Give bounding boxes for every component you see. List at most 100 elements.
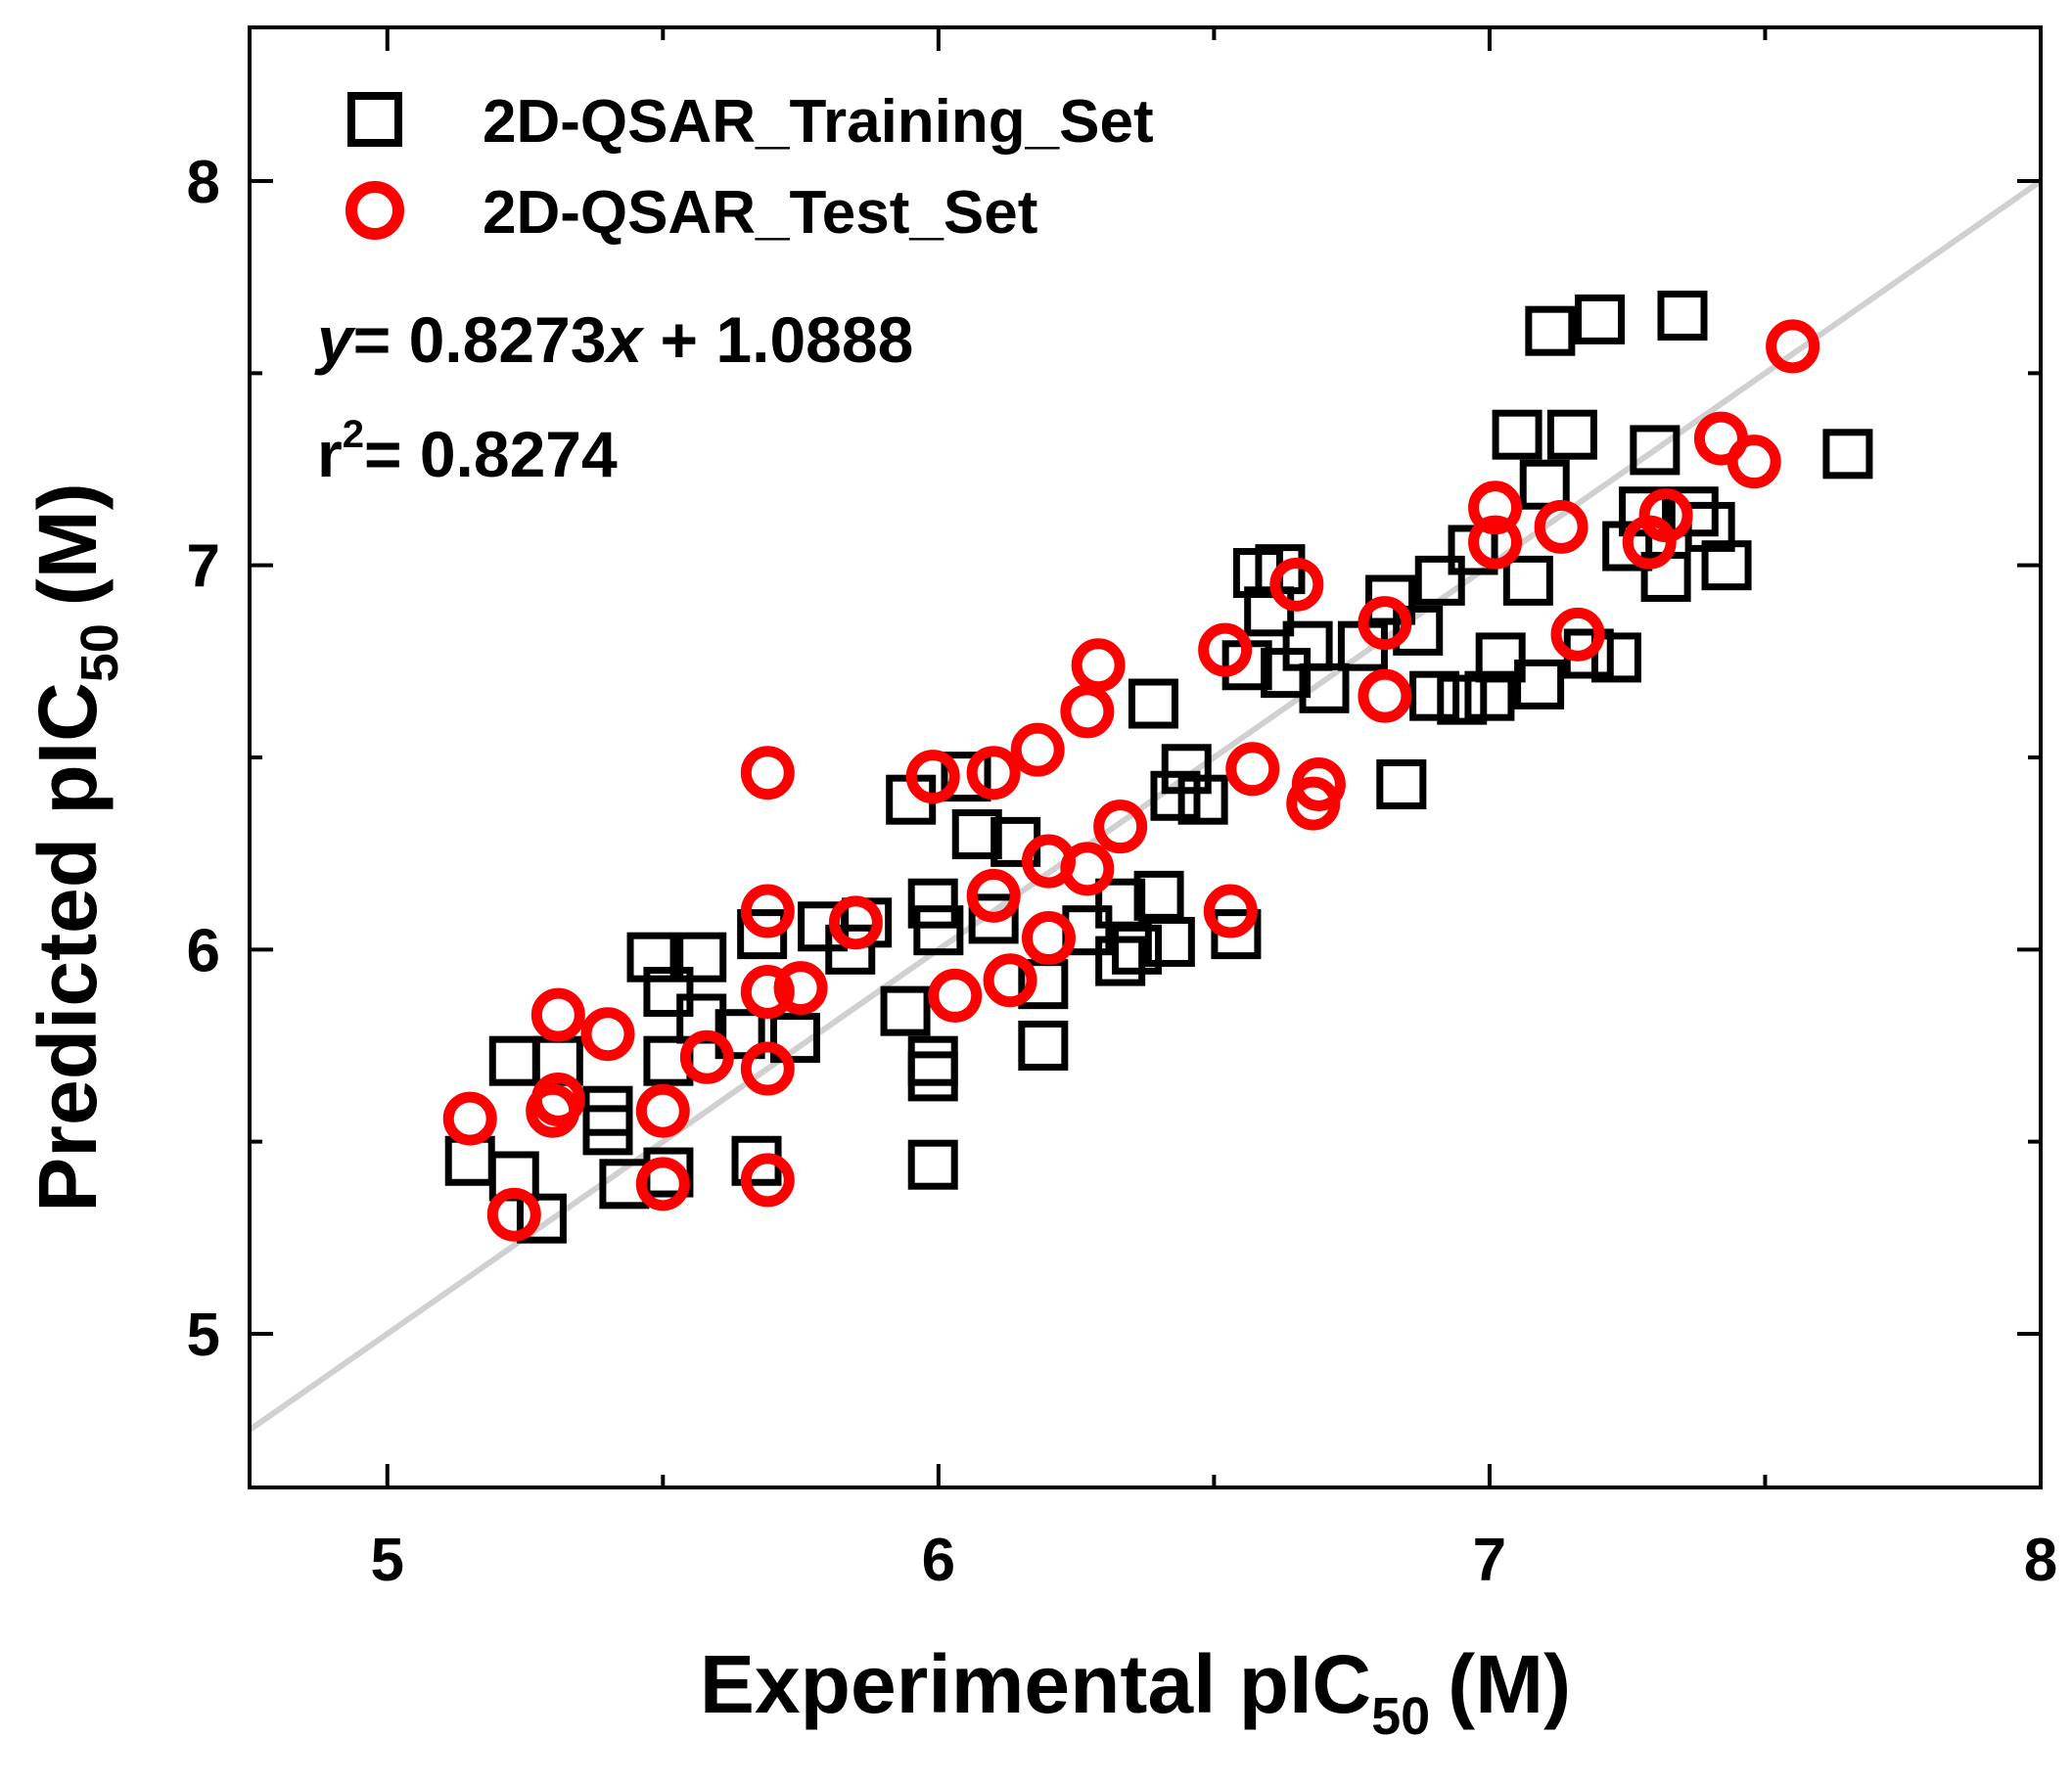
x-axis-title: Experimental pIC50 (M) bbox=[700, 1638, 1571, 1746]
test-point bbox=[486, 1187, 541, 1242]
test-point bbox=[1550, 607, 1605, 662]
training-point bbox=[907, 878, 958, 929]
test-point bbox=[828, 895, 883, 950]
x-tick-label: 6 bbox=[922, 1527, 955, 1594]
test-point bbox=[740, 965, 795, 1020]
training-point bbox=[1393, 605, 1444, 656]
test-point bbox=[530, 987, 585, 1042]
test-point bbox=[740, 884, 795, 938]
training-point bbox=[951, 809, 1002, 860]
y-axis-title-unit: (M) bbox=[22, 482, 114, 606]
training-point bbox=[1602, 521, 1653, 571]
y-axis-title-main: Predicted pIC bbox=[22, 682, 114, 1212]
training-point bbox=[769, 1013, 820, 1064]
r2-value: = 0.8274 bbox=[364, 418, 618, 490]
y-tick-label: 7 bbox=[187, 533, 220, 601]
training-point bbox=[1701, 540, 1752, 591]
training-point bbox=[1112, 924, 1163, 975]
test-point bbox=[1468, 515, 1523, 570]
data-markers bbox=[442, 290, 1873, 1244]
y-tick-label: 6 bbox=[187, 917, 220, 984]
training-point bbox=[1299, 663, 1350, 713]
training-point bbox=[1161, 744, 1212, 795]
test-point bbox=[1060, 842, 1115, 896]
identity-line bbox=[250, 178, 2041, 1433]
legend-square-marker bbox=[347, 92, 402, 147]
training-point bbox=[1437, 674, 1488, 725]
x-axis-title-main: Experimental pIC bbox=[700, 1638, 1371, 1730]
test-point bbox=[1225, 742, 1280, 797]
test-point bbox=[773, 961, 828, 1016]
training-point bbox=[1018, 1020, 1069, 1071]
legend: 2D-QSAR_Training_Set 2D-QSAR_Test_Set bbox=[345, 88, 1154, 247]
y-tick-label: 8 bbox=[187, 149, 220, 216]
x-tick-label: 8 bbox=[2024, 1527, 2057, 1594]
test-point bbox=[1638, 488, 1693, 543]
training-point bbox=[1668, 486, 1719, 537]
training-point bbox=[1492, 409, 1542, 460]
training-point bbox=[1546, 409, 1597, 460]
training-point bbox=[1822, 429, 1873, 480]
training-point bbox=[941, 752, 991, 802]
training-point bbox=[907, 1035, 958, 1086]
tick-marks bbox=[250, 27, 2043, 1487]
regression-equation: y= 0.8273x + 1.0888 bbox=[314, 303, 913, 376]
y-axis-title: Predicted pIC50 (M) bbox=[22, 482, 129, 1212]
training-point bbox=[1464, 670, 1515, 721]
training-point bbox=[1144, 916, 1195, 967]
equation-slope: = 0.8273 bbox=[353, 303, 607, 376]
training-point bbox=[1590, 632, 1641, 683]
x-axis-title-unit: (M) bbox=[1448, 1638, 1571, 1730]
training-point bbox=[1414, 555, 1465, 606]
test-point bbox=[1291, 756, 1346, 811]
equation-x: x bbox=[603, 303, 644, 376]
training-point bbox=[1525, 305, 1576, 356]
test-point bbox=[1358, 596, 1412, 651]
r2-prefix: r bbox=[317, 418, 343, 490]
test-point bbox=[1203, 884, 1258, 938]
test-point bbox=[905, 750, 960, 804]
test-point bbox=[966, 746, 1021, 800]
training-point bbox=[1475, 632, 1526, 683]
training-point bbox=[913, 905, 964, 956]
training-point bbox=[488, 1035, 539, 1086]
x-tick-label: 5 bbox=[371, 1527, 404, 1594]
training-point bbox=[1128, 678, 1178, 729]
training-point bbox=[737, 909, 788, 960]
training-point bbox=[626, 932, 677, 983]
test-point bbox=[1468, 480, 1523, 535]
tick-labels: 5 6 7 8 5 6 7 8 bbox=[187, 149, 2058, 1594]
plot-frame bbox=[248, 25, 2043, 1489]
test-point bbox=[1021, 911, 1076, 966]
x-tick-label: 7 bbox=[1473, 1527, 1506, 1594]
training-point bbox=[1095, 936, 1146, 986]
training-point bbox=[1409, 670, 1460, 721]
test-point bbox=[740, 746, 795, 800]
training-point bbox=[1365, 574, 1416, 625]
equation-intercept: + 1.0888 bbox=[642, 303, 913, 376]
training-point bbox=[1519, 459, 1570, 510]
test-point bbox=[1269, 557, 1324, 612]
r2-superscript: 2 bbox=[343, 413, 364, 456]
test-point bbox=[442, 1091, 497, 1146]
test-point bbox=[1071, 638, 1126, 693]
test-point bbox=[635, 1083, 690, 1138]
training-point bbox=[516, 1193, 567, 1244]
training-point bbox=[1211, 909, 1262, 960]
y-axis-title-subscript: 50 bbox=[70, 623, 129, 682]
training-point bbox=[1502, 555, 1553, 606]
training-point bbox=[643, 967, 694, 1018]
training-point bbox=[1619, 486, 1670, 537]
test-point bbox=[1010, 722, 1065, 777]
training-point bbox=[1575, 294, 1626, 344]
test-point bbox=[740, 1041, 795, 1096]
training-point bbox=[582, 1105, 633, 1156]
training-point bbox=[880, 985, 931, 1036]
y-tick-label: 5 bbox=[187, 1302, 220, 1369]
test-point bbox=[1727, 434, 1781, 489]
training-point bbox=[676, 932, 727, 983]
r-squared: r2= 0.8274 bbox=[317, 413, 618, 490]
test-point bbox=[740, 1153, 795, 1208]
test-point bbox=[530, 1072, 585, 1126]
training-point bbox=[1514, 659, 1565, 709]
